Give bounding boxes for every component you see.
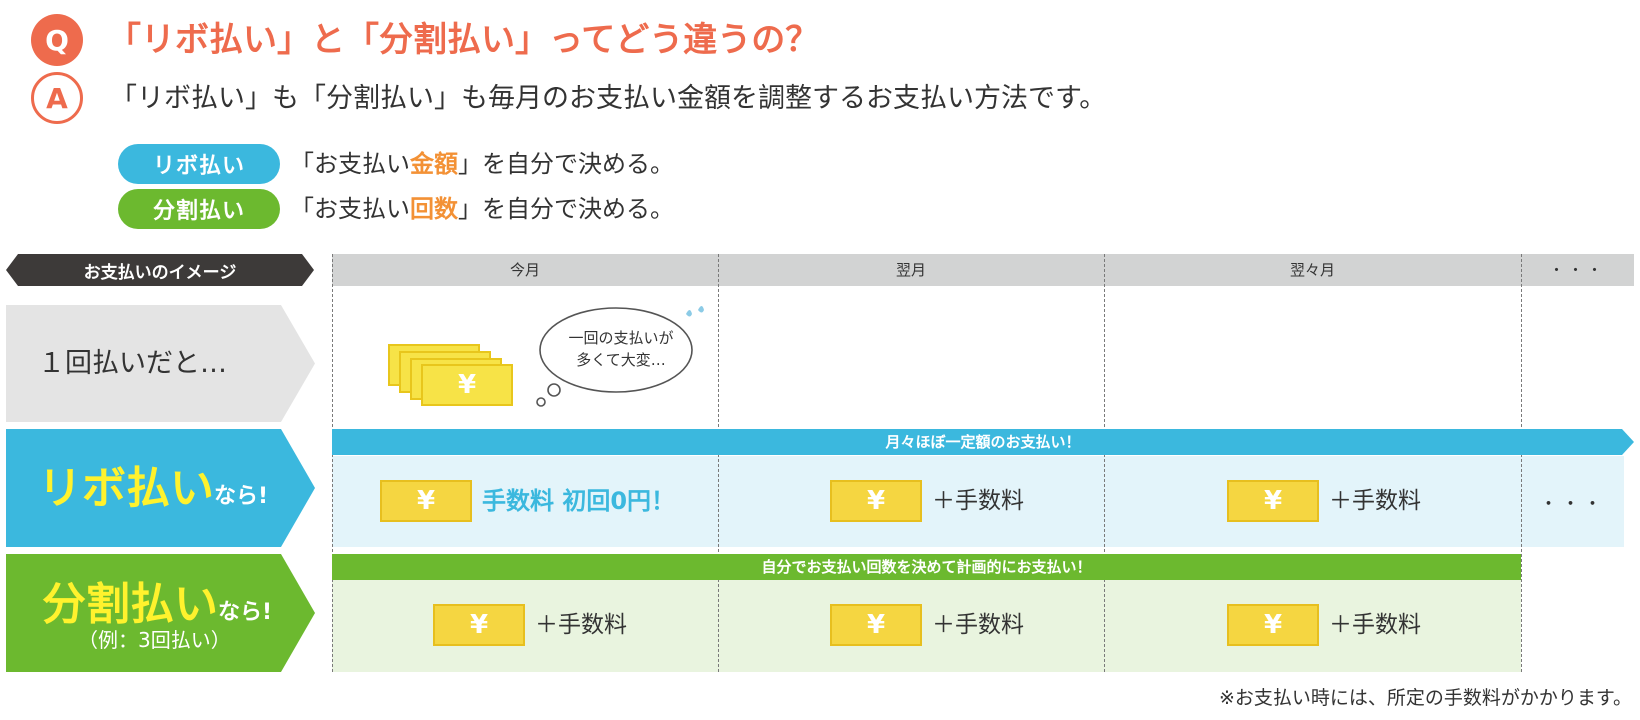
split-label-example: （例：3回払い） (78, 628, 231, 652)
cash-stack-icon: ¥ (388, 344, 518, 406)
revo-fee-next: ＋手数料 (932, 488, 1024, 514)
grid-line (718, 254, 719, 672)
split-label-suffix: なら! (218, 600, 273, 625)
q-icon: Q (31, 14, 83, 66)
split-fee-after-next: ＋手数料 (1329, 612, 1421, 638)
split-desc-before: 「お支払い (290, 195, 410, 223)
split-fee-this-month: ＋手数料 (535, 612, 627, 638)
revo-row-band (332, 456, 1624, 547)
yen-bill-icon: ¥ (830, 604, 922, 646)
revo-label-main: リボ払い (38, 463, 214, 514)
revo-label-text: リボ払いなら! (38, 462, 268, 525)
payment-image-label: お支払いのイメージ (6, 254, 314, 286)
split-row-label (6, 554, 315, 672)
revo-fee-first: 手数料 初回0円！ (482, 487, 676, 515)
split-row-band (332, 580, 1521, 672)
split-pill: 分割払い (118, 189, 280, 229)
revo-description: 「お支払い金額」を自分で決める。 (290, 144, 674, 184)
split-desc-highlight: 回数 (410, 195, 458, 223)
lump-row-label (6, 305, 315, 422)
thought-bubble-icon (536, 307, 693, 407)
revo-desc-before: 「お支払い (290, 150, 410, 178)
yen-bill-icon: ¥ (380, 480, 472, 522)
revo-row-label (6, 429, 315, 547)
revo-label-suffix: なら! (214, 484, 269, 509)
column-header-bar (332, 254, 1634, 286)
column-next-month: 翌月 (895, 261, 926, 279)
column-month-after-next: 翌々月 (1289, 261, 1335, 279)
revo-fee-after-next: ＋手数料 (1329, 488, 1421, 514)
bubble-line-1: 一回の支払いが (568, 329, 674, 347)
question-text: 「リボ払い」と「分割払い」ってどう違うの？ (107, 20, 820, 60)
split-fee-next: ＋手数料 (932, 612, 1024, 638)
column-this-month: 今月 (509, 261, 540, 279)
split-desc-after: 」を自分で決める。 (458, 195, 674, 223)
yen-bill-icon: ¥ (421, 364, 513, 406)
sweat-drop-icon (686, 306, 704, 317)
column-ellipsis: ・・・ (1548, 261, 1606, 279)
revo-ellipsis: ・・・ (1539, 494, 1606, 515)
lump-label-text: １回払いだと… (38, 348, 227, 379)
grid-line (1104, 254, 1105, 672)
yen-bill-icon: ¥ (433, 604, 525, 646)
revo-desc-after: 」を自分で決める。 (458, 150, 674, 178)
bubble-line-2: 多くて大変… (576, 351, 666, 369)
grid-line (1521, 254, 1522, 672)
split-description: 「お支払い回数」を自分で決める。 (290, 189, 674, 229)
grid-line (332, 254, 333, 672)
split-label-main: 分割払い (42, 579, 218, 630)
yen-bill-icon: ¥ (830, 480, 922, 522)
a-icon: A (31, 72, 83, 124)
revo-pill: リボ払い (118, 144, 280, 184)
answer-text: 「リボ払い」も「分割払い」も毎月のお支払い金額を調整するお支払い方法です。 (110, 83, 1107, 114)
yen-bill-icon: ¥ (1227, 480, 1319, 522)
revo-bar: 月々ほぼ一定額のお支払い！ (332, 429, 1634, 455)
yen-bill-icon: ¥ (1227, 604, 1319, 646)
bubble-text: 一回の支払いが 多くて大変… (556, 327, 686, 371)
revo-desc-highlight: 金額 (410, 150, 458, 178)
footnote: ※お支払い時には、所定の手数料がかかります。 (1218, 687, 1632, 709)
split-bar: 自分でお支払い回数を決めて計画的にお支払い！ (332, 554, 1521, 580)
split-label-text: 分割払いなら! (42, 578, 272, 641)
